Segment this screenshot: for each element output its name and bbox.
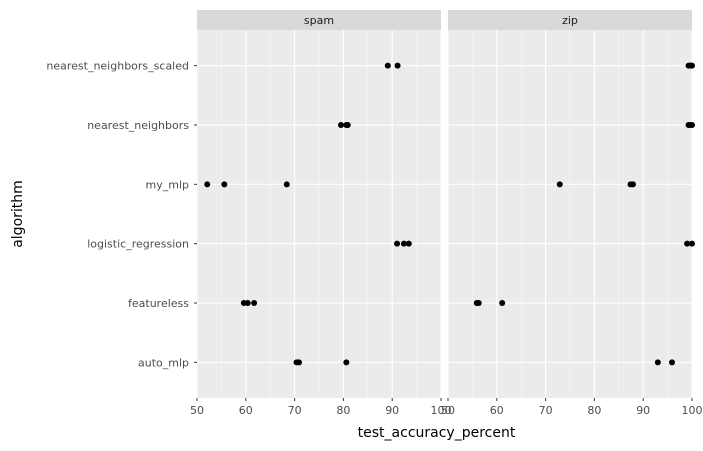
y-tick-label-auto-mlp: auto_mlp [138, 356, 189, 369]
panel-spam-x-tick-label-60: 60 [239, 404, 253, 417]
y-tick-label-nearest-neighbors-scaled: nearest_neighbors_scaled [46, 60, 189, 73]
data-point-spam-nearest-neighbors-scaled-1 [394, 62, 401, 69]
y-tick-label-my-mlp: my_mlp [146, 178, 189, 191]
data-point-spam-nearest-neighbors-2 [337, 121, 344, 128]
data-point-spam-featureless-12 [244, 300, 251, 307]
data-point-zip-nearest-neighbors-5 [689, 121, 695, 128]
panel-spam-x-tick-label-90: 90 [385, 404, 399, 417]
data-point-zip-my-mlp-8 [629, 181, 636, 188]
facet-strip-zip [448, 10, 692, 30]
data-point-spam-my-mlp-7 [283, 181, 290, 188]
data-point-spam-auto-mlp-15 [295, 359, 302, 366]
data-point-spam-featureless-13 [251, 300, 258, 307]
facet-label-zip: zip [562, 14, 578, 27]
data-point-zip-my-mlp-6 [556, 181, 563, 188]
y-tick-label-featureless: featureless [128, 297, 189, 310]
y-tick-label-logistic-regression: logistic_regression [87, 238, 189, 251]
data-point-spam-my-mlp-5 [204, 181, 211, 188]
data-point-spam-logistic-regression-8 [394, 240, 401, 247]
panel-zip-x-tick-label-80: 80 [587, 404, 601, 417]
panel-zip-x-tick-label-100: 100 [682, 404, 703, 417]
data-point-spam-nearest-neighbors-scaled-0 [384, 62, 391, 69]
panel-zip-x-tick-label-70: 70 [539, 404, 553, 417]
data-point-spam-logistic-regression-9 [400, 240, 407, 247]
data-point-spam-my-mlp-6 [221, 181, 228, 188]
data-point-zip-featureless-12 [475, 300, 482, 307]
data-point-zip-featureless-13 [499, 300, 506, 307]
data-point-spam-nearest-neighbors-4 [344, 121, 351, 128]
panel-zip-x-tick-label-60: 60 [490, 404, 504, 417]
panel-spam-x-tick-label-100: 100 [431, 404, 452, 417]
facet-label-spam: spam [304, 14, 334, 27]
x-axis-title: test_accuracy_percent [358, 425, 516, 441]
panel-zip-x-tick-label-50: 50 [441, 404, 455, 417]
y-axis-title: algorithm [10, 180, 26, 248]
panel-spam-x-tick-label-50: 50 [190, 404, 204, 417]
data-point-zip-logistic-regression-9 [684, 240, 691, 247]
panel-spam-x-tick-label-80: 80 [336, 404, 350, 417]
data-point-spam-auto-mlp-16 [343, 359, 350, 366]
facet-strip-spam [197, 10, 441, 30]
y-tick-label-nearest-neighbors: nearest_neighbors [87, 119, 189, 132]
data-point-zip-logistic-regression-10 [689, 240, 695, 247]
data-point-zip-nearest-neighbors-scaled-2 [689, 62, 695, 69]
panel-spam-x-tick-label-70: 70 [288, 404, 302, 417]
data-point-zip-auto-mlp-15 [668, 359, 675, 366]
data-point-zip-auto-mlp-14 [654, 359, 661, 366]
data-point-spam-logistic-regression-10 [405, 240, 412, 247]
panel-zip-x-tick-label-90: 90 [636, 404, 650, 417]
